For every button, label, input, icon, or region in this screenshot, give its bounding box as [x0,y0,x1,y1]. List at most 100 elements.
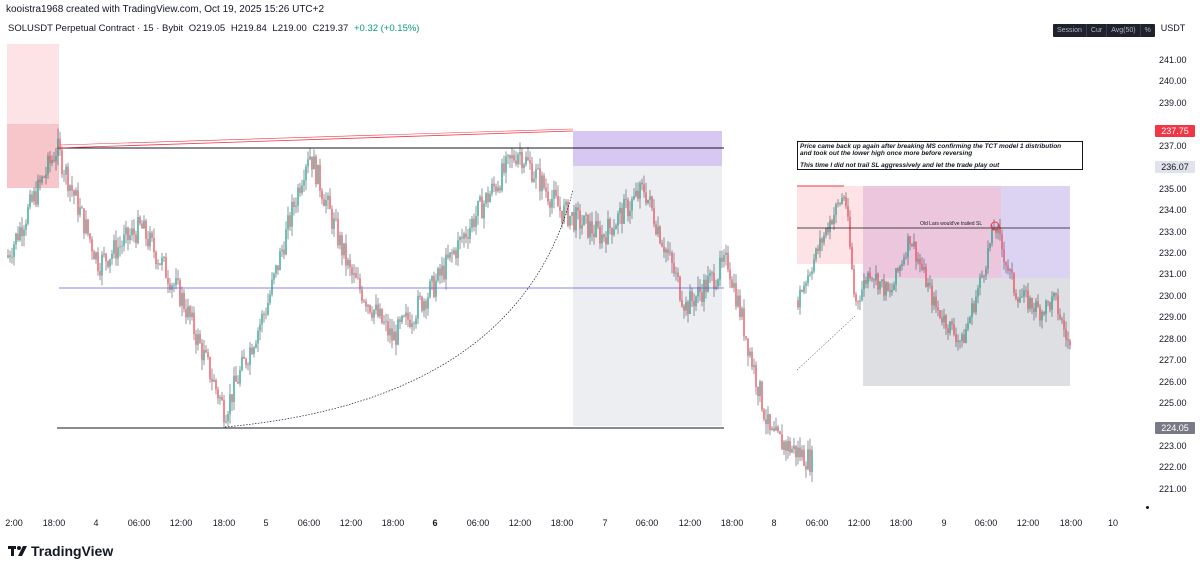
candle-body [919,258,921,265]
candle-body [9,255,11,258]
header-bar: kooistra1968 created with TradingView.co… [0,0,1200,18]
candle-body [537,168,539,170]
candle-body [499,187,501,191]
average-pill[interactable]: Avg(50) [1107,24,1141,37]
candle-body [521,152,523,168]
candle-body [459,237,461,241]
candle-body [831,220,833,225]
candle-body [139,217,141,224]
candle-body [645,192,647,204]
candle-body [977,287,979,297]
price-badge: 237.75 [1155,125,1195,137]
candle-body [963,334,965,343]
candle-body [967,323,969,329]
candle-body [123,234,125,246]
candle-body [69,185,71,191]
candle-body [825,228,827,236]
candle-body [785,441,787,451]
candle-body [835,204,837,215]
price-tick: 232.00 [1159,247,1187,258]
candle-body [39,179,41,183]
candle-body [343,243,345,256]
candle-body [917,258,919,262]
price-tick: 223.00 [1159,440,1187,451]
candle-body [503,163,505,173]
candle-body [169,283,171,290]
candle-body [753,365,755,367]
candle-body [113,240,115,254]
candle-body [995,230,997,233]
candle-body [543,175,545,188]
candle-body [769,414,771,430]
currency-pill[interactable]: Cur [1087,24,1108,37]
candle-body [65,166,67,175]
candle-body [61,149,63,174]
trade-annotation[interactable]: Price came back up again after breaking … [797,141,1083,170]
candle-body [1033,308,1035,313]
price-tick: 230.00 [1159,290,1187,301]
currency-label[interactable]: USDT [1160,23,1186,33]
candle-body [293,201,295,207]
candle-body [575,207,577,231]
candle-body [701,292,703,303]
candle-body [345,243,347,266]
candle-body [683,306,685,311]
candle-body [301,185,303,193]
candle-body [497,187,499,192]
candle-body [865,280,867,284]
candle-body [713,272,715,290]
candle-body [233,375,235,403]
price-tick: 222.00 [1159,462,1187,473]
candle-body [213,380,215,382]
price-chart[interactable] [0,40,1143,512]
tradingview-logo[interactable]: TradingView [8,543,113,559]
candle-body [465,233,467,238]
candle-body [101,254,103,276]
candle-body [613,229,615,236]
symbol-name[interactable]: SOLUSDT Perpetual Contract · 15 · Bybit [8,23,184,34]
entry-zone [1001,186,1070,278]
candle-body [395,331,397,345]
candle-body [845,197,847,207]
percent-pill[interactable]: % [1144,27,1151,34]
status-dot [1146,506,1149,509]
candle-body [299,187,301,193]
price-tick: 237.00 [1159,140,1187,151]
session-pill[interactable]: Session [1053,24,1087,37]
candle-body [453,250,455,254]
candle-body [405,312,407,317]
candle-body [857,301,859,303]
candle-body [371,312,373,318]
candle-body [161,257,163,265]
close-value: C219.37 [312,23,349,34]
candle-body [239,370,241,384]
candle-body [245,358,247,366]
candle-body [797,300,799,308]
time-tick: 06:00 [466,518,490,528]
candle-body [607,218,609,245]
candle-body [547,191,549,202]
candle-body [861,289,863,301]
candle-body [957,340,959,343]
candle-body [49,155,51,164]
candle-body [177,278,179,281]
candle-body [211,378,213,382]
price-tick: 240.00 [1159,76,1187,87]
candle-body [289,215,291,227]
candle-body [563,205,565,223]
time-axis[interactable]: 2:00 18:00 4 06:00 12:00 18:00 5 06:00 12:00 18:0… [0,512,1143,532]
time-tick: 12:00 [508,518,532,528]
candle-body [387,321,389,336]
candle-body [721,257,723,262]
candle-body [131,228,133,236]
price-axis[interactable]: 241.00 240.00 239.00 237.00 235.00 234.00 233.… [1143,40,1200,512]
candle-body [355,273,357,278]
candle-body [847,206,849,217]
candle-body [569,215,571,226]
candle-body [479,196,481,201]
candle-body [363,300,365,302]
candle-body [571,212,573,216]
time-tick: 8 [771,518,777,528]
candle-body [333,218,335,229]
time-tick: 18:00 [212,518,236,528]
